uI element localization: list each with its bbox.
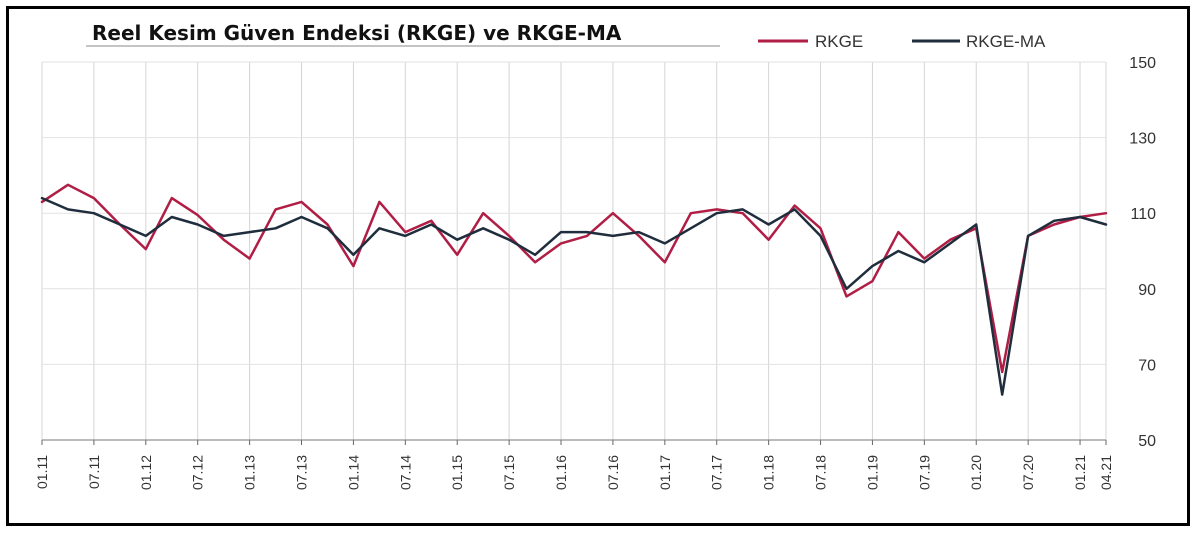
chart-title: Reel Kesim Güven Endeksi (RKGE) ve RKGE-… [92, 21, 622, 45]
series-rkge-ma-line [40, 196, 1108, 396]
x-tick-label: 07.13 [294, 455, 310, 490]
x-tick-label: 07.12 [190, 455, 206, 490]
x-tick-label: 01.16 [553, 455, 569, 490]
legend-label-rkge: RKGE [815, 32, 863, 51]
x-tick-label: 04.21 [1098, 455, 1114, 490]
y-tick-label: 90 [1138, 282, 1156, 299]
y-tick-label: 130 [1129, 131, 1156, 148]
x-axis-ticks: 01.11 07.11 01.12 07.12 01.13 07.13 01.14 07.14… [34, 440, 1114, 490]
y-tick-label: 110 [1130, 206, 1156, 223]
horizontal-gridlines [42, 61, 1106, 441]
x-tick-label: 01.19 [864, 455, 880, 490]
x-tick-label: 01.18 [761, 455, 777, 490]
x-tick-label: 01.15 [449, 455, 465, 490]
x-tick-label: 07.17 [709, 455, 725, 490]
x-tick-label: 07.16 [605, 455, 621, 490]
x-tick-label: 07.15 [501, 455, 517, 490]
x-tick-label: 07.19 [916, 455, 932, 490]
legend-label-rkge-ma: RKGE-MA [966, 32, 1046, 51]
y-tick-label: 70 [1138, 357, 1156, 374]
x-tick-label: 01.20 [968, 455, 984, 490]
x-tick-label: 07.11 [86, 455, 102, 489]
x-tick-label: 07.14 [397, 455, 413, 490]
x-tick-label: 07.20 [1020, 455, 1036, 490]
y-tick-label: 50 [1138, 433, 1156, 450]
x-tick-label: 01.21 [1072, 455, 1088, 490]
legend: RKGE RKGE-MA [758, 32, 1046, 51]
x-tick-label: 01.11 [34, 455, 50, 489]
series-rkge-line [40, 183, 1108, 374]
chart-frame [6, 6, 1190, 526]
vertical-gridlines [41, 62, 1107, 440]
x-tick-label: 01.12 [138, 455, 154, 490]
x-tick-label: 07.18 [813, 455, 829, 490]
y-tick-label: 150 [1129, 55, 1156, 72]
x-tick-label: 01.17 [657, 455, 673, 490]
x-tick-label: 01.14 [345, 455, 361, 490]
series-layer [40, 183, 1108, 396]
y-axis-ticks: 50 70 90 110 130 150 [1129, 55, 1156, 450]
x-tick-label: 01.13 [242, 455, 258, 490]
